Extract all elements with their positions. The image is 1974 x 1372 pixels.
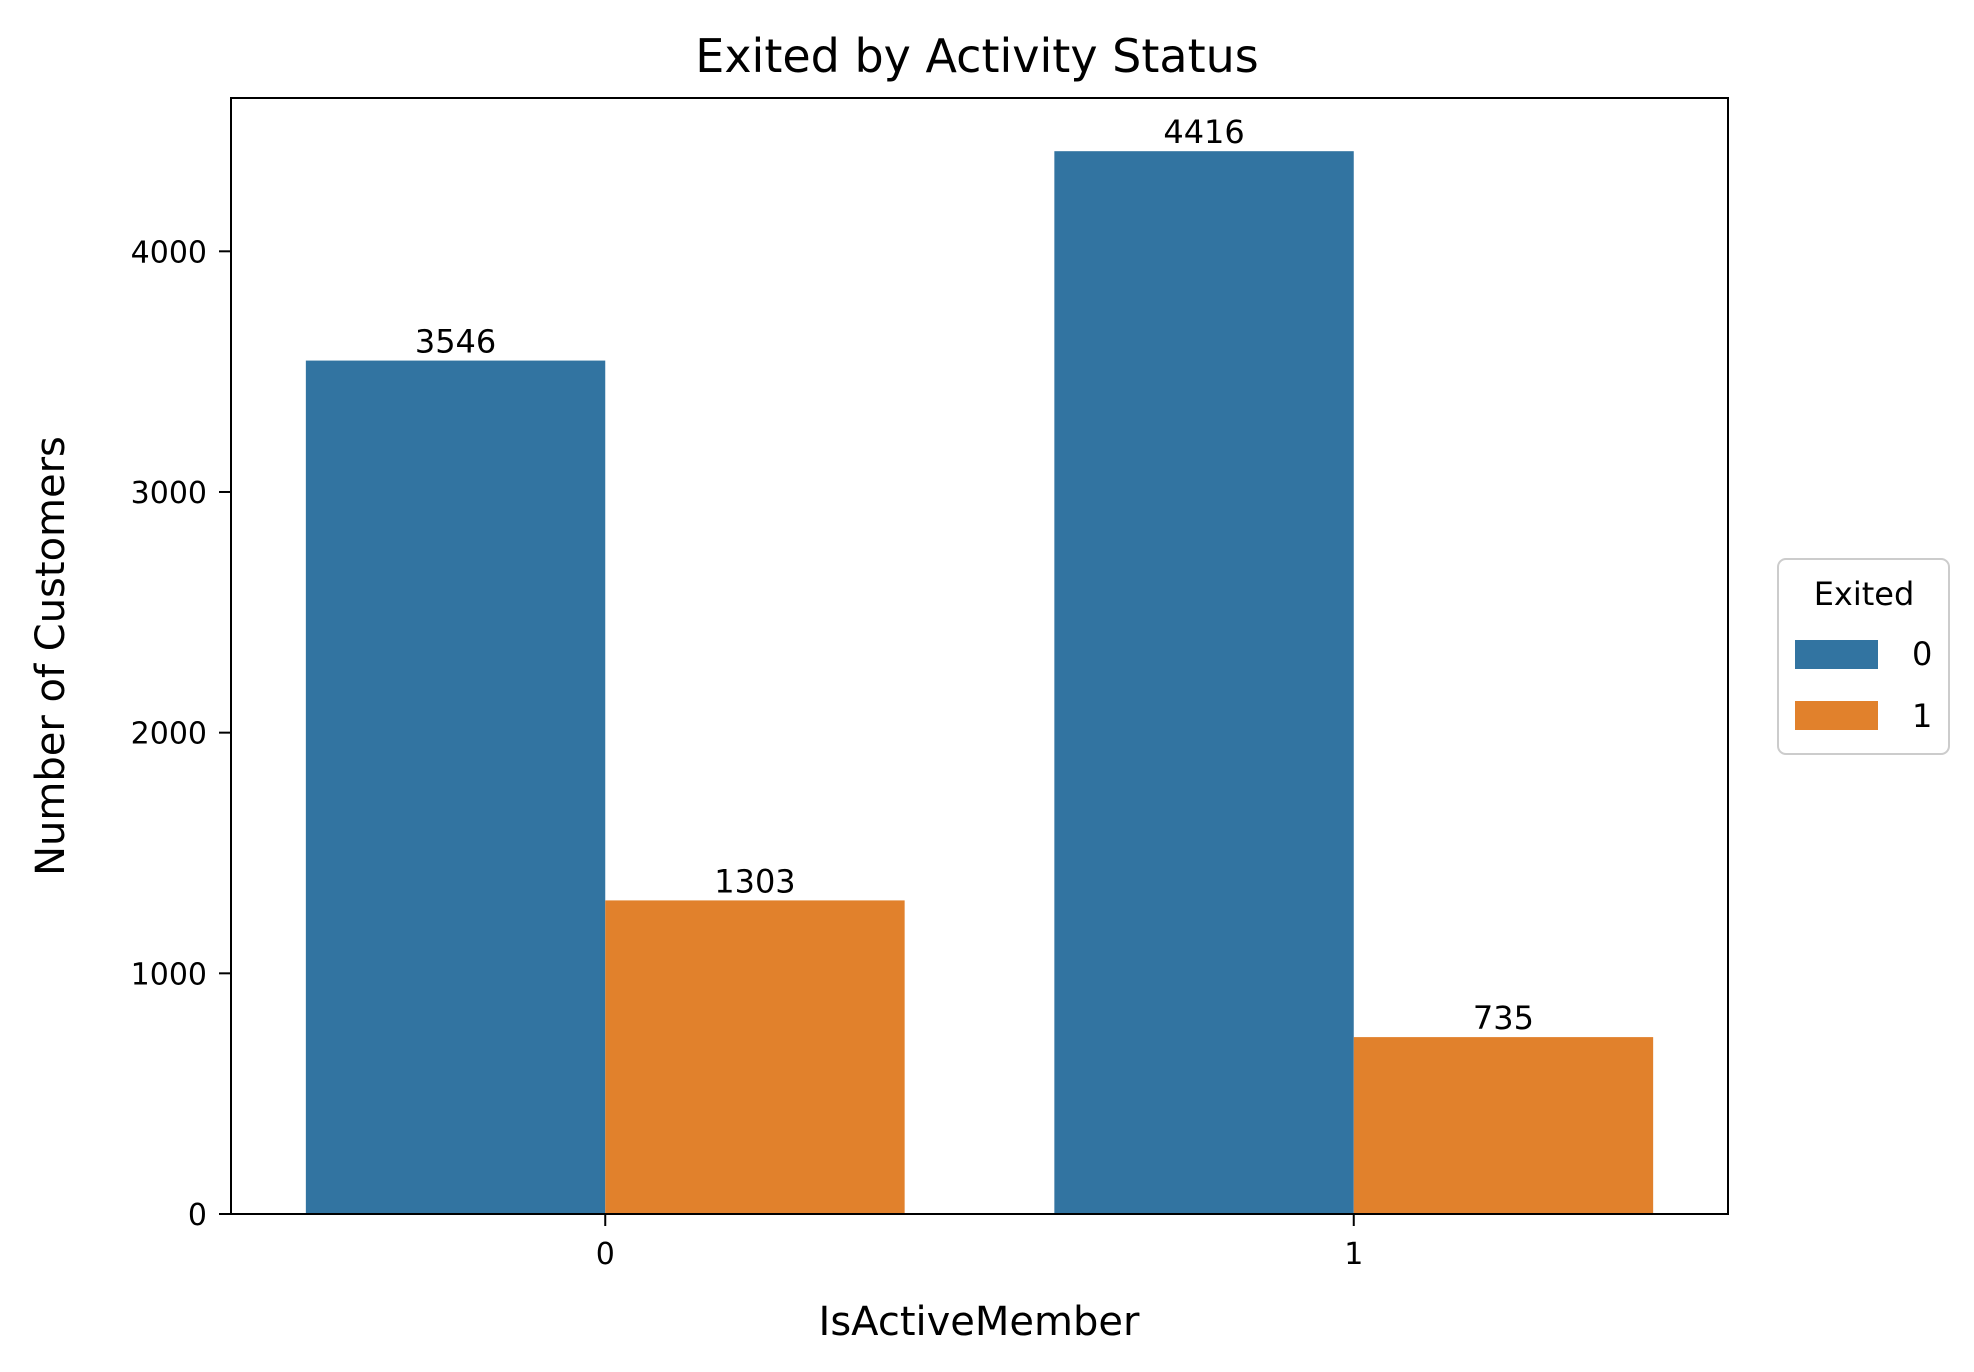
y-tick-label: 3000 bbox=[131, 476, 207, 511]
legend-label-series-0: 0 bbox=[1912, 635, 1932, 673]
legend-label-series-1: 1 bbox=[1912, 697, 1932, 735]
x-axis-label: IsActiveMember bbox=[819, 1299, 1140, 1345]
bar-series-1-category-1 bbox=[1353, 1037, 1654, 1214]
data-label-series-1-category-0: 1303 bbox=[714, 862, 795, 900]
data-label-series-0-category-0: 3546 bbox=[415, 323, 496, 361]
y-tick-label: 2000 bbox=[131, 717, 207, 752]
data-label-series-0-category-1: 4416 bbox=[1163, 113, 1244, 151]
y-tick-label: 0 bbox=[188, 1198, 207, 1233]
y-axis-ticks: 0 1000 2000 3000 4000 bbox=[131, 235, 231, 1233]
bars-group bbox=[305, 151, 1654, 1214]
data-labels-group: 3546 4416 1303 735 bbox=[415, 113, 1534, 1037]
legend-title: Exited bbox=[1814, 575, 1915, 613]
legend: Exited 0 1 bbox=[1777, 558, 1950, 755]
y-tick-label: 4000 bbox=[131, 235, 207, 270]
data-label-series-1-category-1: 735 bbox=[1473, 999, 1534, 1037]
bar-series-0-category-1 bbox=[1054, 151, 1354, 1214]
x-tick-label-1: 1 bbox=[1344, 1237, 1363, 1272]
y-axis-label: Number of Customers bbox=[28, 436, 74, 876]
plot-frame bbox=[230, 97, 1729, 1215]
y-tick-label: 1000 bbox=[131, 957, 207, 992]
legend-swatch-series-0 bbox=[1795, 640, 1878, 669]
bar-series-0-category-0 bbox=[305, 360, 606, 1214]
bar-series-1-category-0 bbox=[605, 900, 905, 1214]
x-tick-label-0: 0 bbox=[596, 1237, 615, 1272]
chart-title: Exited by Activity Status bbox=[695, 29, 1259, 83]
legend-swatch-series-1 bbox=[1795, 701, 1878, 730]
